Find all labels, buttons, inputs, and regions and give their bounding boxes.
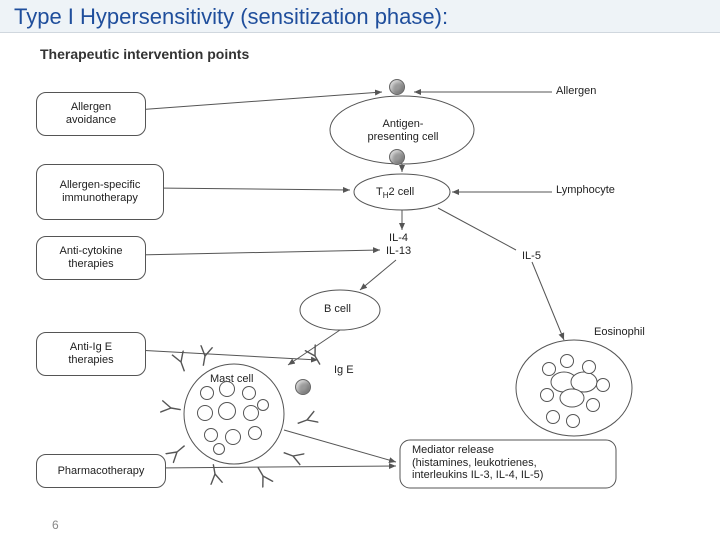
box-label: Anti-Ig Etherapies	[68, 341, 113, 366]
label-eosinophil: Eosinophil	[594, 326, 645, 339]
eos-granule	[540, 388, 554, 402]
ige-antibody-icon	[250, 463, 276, 489]
mast-granule	[204, 428, 218, 442]
label-th2: TH2 cell	[376, 186, 414, 200]
box-label: Allergenavoidance	[66, 101, 116, 126]
ige-antibody-icon	[302, 343, 328, 369]
eos-granule	[560, 354, 574, 368]
label-il4-il13: IL-4IL-13	[386, 232, 411, 257]
label-allergen: Allergen	[556, 85, 596, 98]
allergen-dot	[389, 79, 405, 95]
page-number: 6	[52, 518, 59, 532]
box-anti-cytokine: Anti-cytokinetherapies	[36, 236, 146, 280]
box-allergen-avoidance: Allergenavoidance	[36, 92, 146, 136]
mast-granule	[242, 386, 256, 400]
box-label: Anti-cytokinetherapies	[60, 245, 123, 270]
eos-granule	[586, 398, 600, 412]
eos-granule	[582, 360, 596, 374]
subtitle: Therapeutic intervention points	[40, 46, 249, 62]
box-allergen-specific: Allergen-specificimmunotherapy	[36, 164, 164, 220]
mast-granule	[219, 381, 235, 397]
label-mediator: Mediator release(histamines, leukotriene…	[412, 444, 612, 482]
eos-granule	[566, 414, 580, 428]
mast-granule	[225, 429, 241, 445]
box-label: Pharmacotherapy	[58, 465, 145, 478]
allergen-dot	[389, 149, 405, 165]
mast-granule	[218, 402, 236, 420]
ige-antibody-icon	[194, 345, 215, 368]
title-bar: Type I Hypersensitivity (sensitization p…	[0, 0, 720, 33]
box-anti-ige: Anti-Ig Etherapies	[36, 332, 146, 376]
label-il5: IL-5	[522, 250, 541, 263]
label-bcell: B cell	[324, 303, 351, 316]
box-pharmacotherapy: Pharmacotherapy	[36, 454, 166, 488]
allergen-dot	[295, 379, 311, 395]
ige-antibody-icon	[204, 463, 225, 486]
ige-antibody-icon	[295, 408, 320, 432]
mast-granule	[197, 405, 213, 421]
ige-antibody-icon	[160, 397, 183, 418]
mast-granule	[213, 443, 225, 455]
eos-granule	[542, 362, 556, 376]
label-ige: Ig E	[334, 364, 354, 377]
ige-antibody-icon	[281, 444, 306, 468]
mast-granule	[200, 386, 214, 400]
page-title: Type I Hypersensitivity (sensitization p…	[14, 4, 448, 29]
mast-granule	[248, 426, 262, 440]
box-label: Allergen-specificimmunotherapy	[60, 179, 141, 204]
ige-antibody-icon	[169, 350, 193, 375]
eos-granule	[546, 410, 560, 424]
label-lymphocyte: Lymphocyte	[556, 184, 615, 197]
label-apc: Antigen-presenting cell	[358, 118, 448, 143]
mast-granule	[257, 399, 269, 411]
ige-antibody-icon	[164, 439, 191, 466]
eos-granule	[596, 378, 610, 392]
